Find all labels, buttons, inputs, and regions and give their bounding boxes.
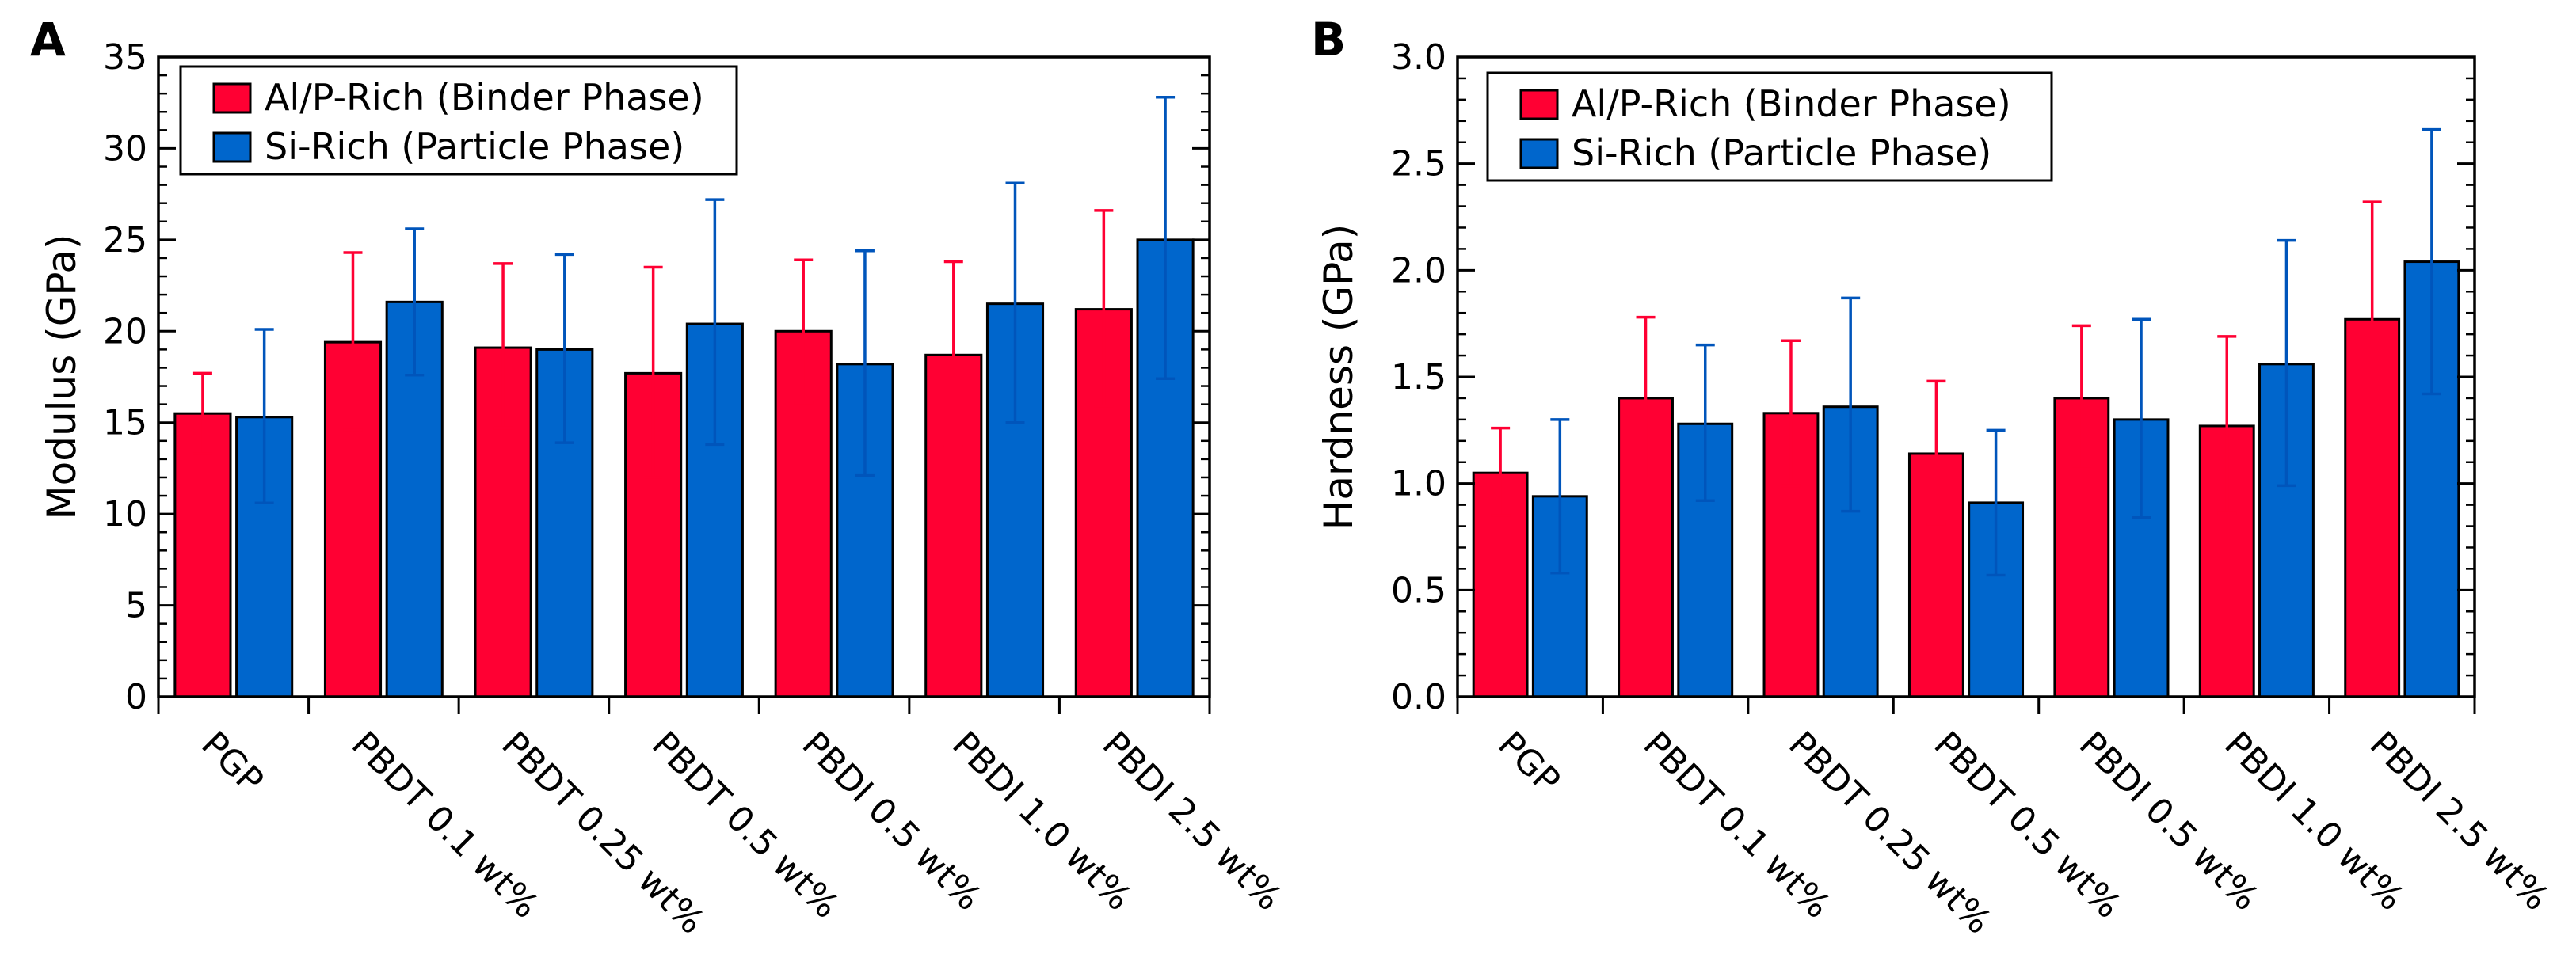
legend-swatch-1 bbox=[1519, 138, 1559, 169]
panel-label: B bbox=[1311, 13, 1346, 67]
legend-entry-1: Si-Rich (Particle Phase) bbox=[1572, 131, 1991, 174]
plot-frame bbox=[157, 55, 1211, 698]
y-tick-label: 5 bbox=[125, 586, 147, 626]
x-category-label: PGP bbox=[1490, 724, 1568, 801]
legend-entry-1: Si-Rich (Particle Phase) bbox=[265, 125, 684, 168]
bar-binder-0 bbox=[1472, 471, 1529, 698]
y-tick-label: 0.5 bbox=[1391, 570, 1446, 610]
y-tick-label: 35 bbox=[103, 37, 147, 78]
legend-swatch-0 bbox=[1519, 89, 1559, 120]
y-tick-label: 10 bbox=[103, 494, 147, 534]
legend: Al/P-Rich (Binder Phase) Si-Rich (Particl… bbox=[179, 65, 738, 176]
y-axis-title: Modulus (GPa) bbox=[39, 234, 85, 520]
y-tick-label: 2.5 bbox=[1391, 144, 1446, 184]
y-tick-label: 20 bbox=[103, 311, 147, 352]
y-tick-label: 2.0 bbox=[1391, 250, 1446, 291]
bar-binder-0 bbox=[173, 412, 232, 698]
y-tick-label: 0.0 bbox=[1391, 677, 1446, 717]
y-axis-title: Hardness (GPa) bbox=[1316, 224, 1362, 530]
x-category-label: PGP bbox=[193, 724, 271, 801]
y-tick-label: 25 bbox=[103, 220, 147, 260]
y-tick-label: 1.0 bbox=[1391, 464, 1446, 504]
y-tick-label: 0 bbox=[125, 677, 147, 717]
legend-swatch-1 bbox=[212, 131, 252, 163]
legend-swatch-0 bbox=[212, 82, 252, 114]
y-tick-label: 15 bbox=[103, 403, 147, 443]
legend-entry-0: Al/P-Rich (Binder Phase) bbox=[1572, 82, 2011, 125]
y-tick-label: 1.5 bbox=[1391, 357, 1446, 397]
y-tick-label: 30 bbox=[103, 128, 147, 169]
legend-box bbox=[1486, 71, 2053, 182]
y-tick-label: 3.0 bbox=[1391, 37, 1446, 78]
legend-entry-0: Al/P-Rich (Binder Phase) bbox=[265, 76, 704, 119]
legend: Al/P-Rich (Binder Phase) Si-Rich (Particl… bbox=[1486, 71, 2053, 182]
legend-box bbox=[179, 65, 738, 176]
panel-label: A bbox=[30, 13, 66, 67]
